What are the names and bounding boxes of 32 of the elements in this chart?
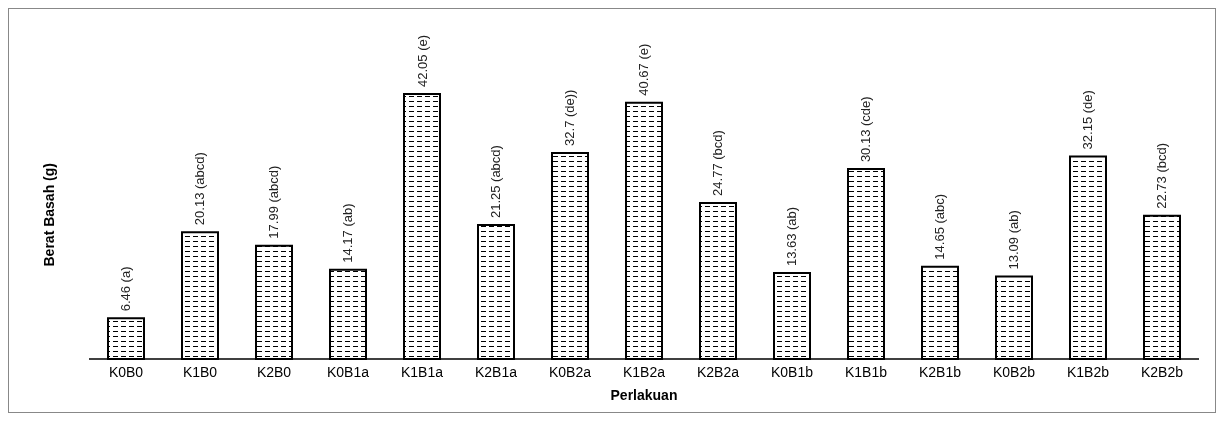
x-tick-label: K1B1b	[844, 363, 888, 380]
x-tick-label: K0B2b	[992, 363, 1036, 380]
data-label: 42.05 (e)	[414, 34, 430, 87]
x-tick-label: K0B2a	[548, 363, 592, 380]
data-label: 20.13 (abcd)	[192, 152, 208, 226]
x-tick-label: K0B1a	[326, 363, 370, 380]
data-label: 22.73 (bcd)	[1154, 142, 1170, 209]
x-tick-label: K2B1b	[918, 363, 962, 380]
data-label: 32.7 (de))	[562, 89, 578, 146]
x-tick-label: K2B2b	[1140, 363, 1184, 380]
data-label: 6.46 (a)	[118, 266, 134, 312]
x-tick-label: K1B2b	[1066, 363, 1110, 380]
data-label: 14.65 (abc)	[932, 193, 948, 260]
x-tick-label: K1B1a	[400, 363, 444, 380]
x-tick-label: K0B0	[108, 363, 144, 380]
x-tick-label: K2B0	[256, 363, 292, 380]
data-label: 40.67 (e)	[636, 43, 652, 96]
x-tick-label: K1B0	[182, 363, 218, 380]
data-label: 30.13 (cde)	[858, 96, 874, 163]
data-label: 24.77 (bcd)	[710, 130, 726, 196]
data-label: 32.15 (de)	[1080, 90, 1096, 150]
data-label: 17.99 (abcd)	[266, 165, 282, 239]
data-label: 13.09 (ab)	[1006, 210, 1022, 270]
data-label: 14.17 (ab)	[340, 203, 356, 263]
x-tick-label: K0B1b	[770, 363, 814, 380]
data-label: 13.63 (ab)	[784, 206, 800, 267]
x-tick-label: K2B1a	[474, 363, 518, 380]
y-axis-title: Berat Basah (g)	[40, 163, 57, 267]
x-axis-title: Perlakuan	[610, 387, 678, 403]
x-tick-label: K2B2a	[696, 363, 740, 380]
x-tick-label: K1B2a	[622, 363, 666, 380]
data-label: 21.25 (abcd)	[488, 145, 504, 219]
